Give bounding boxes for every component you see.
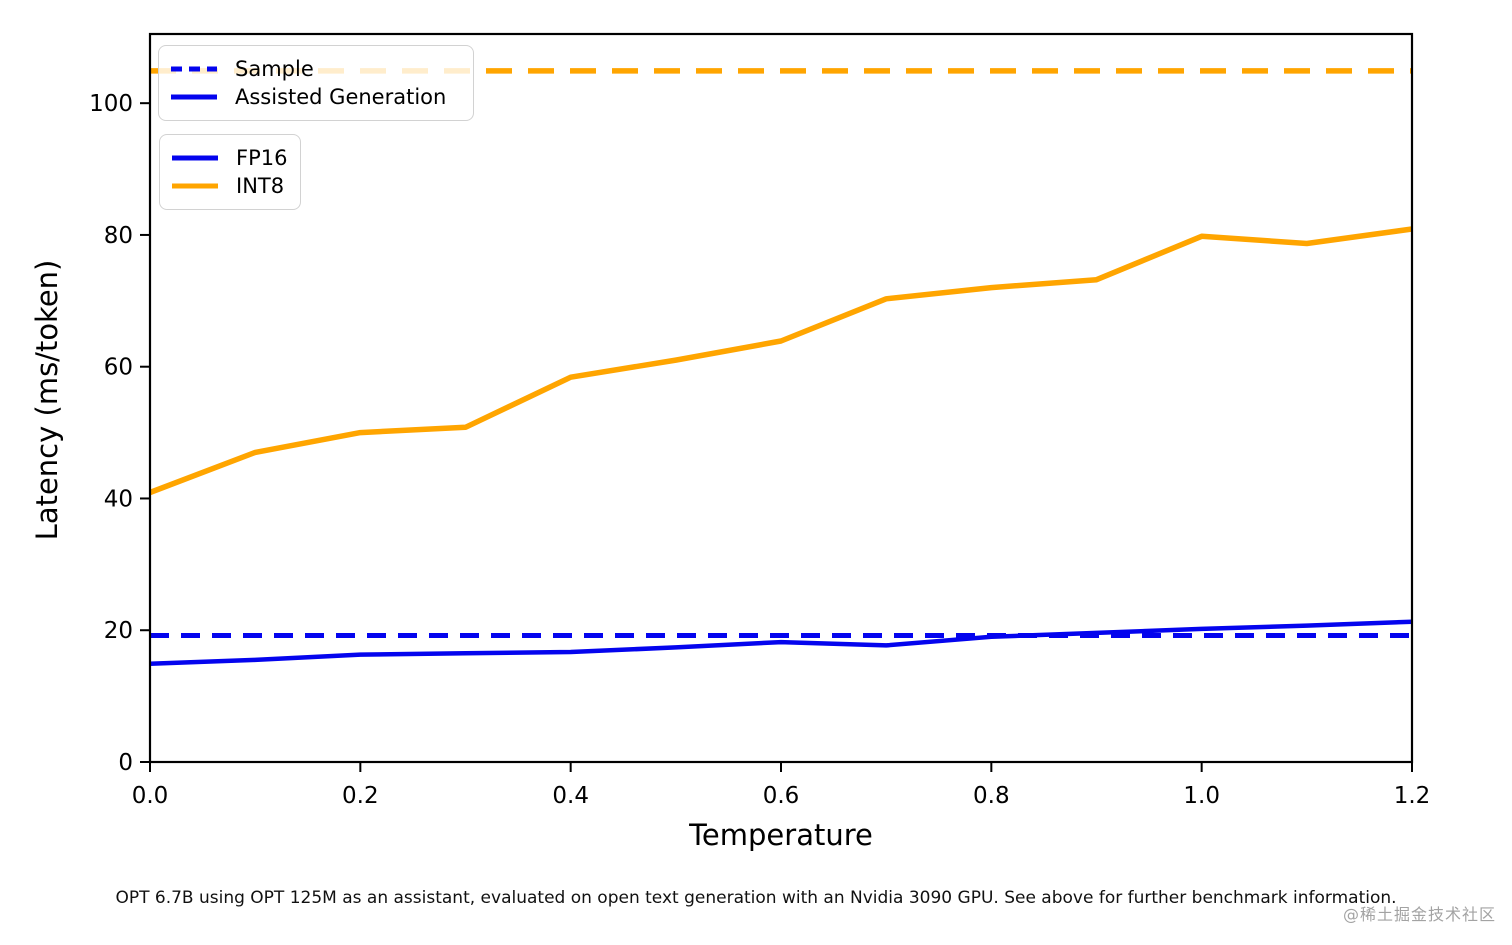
y-tick-label: 100 <box>89 91 133 117</box>
dashed-line-swatch-icon <box>171 66 217 72</box>
legend-label-sample: Sample <box>235 56 314 81</box>
legend-row-int8: INT8 <box>172 172 284 200</box>
y-tick-label: 0 <box>118 750 133 776</box>
x-tick-label: 0.2 <box>342 783 379 809</box>
legend-sample-vs-assisted: Sample Assisted Generation <box>158 45 474 121</box>
series-line-assisted-int8 <box>149 226 1413 496</box>
legend-precision: FP16 INT8 <box>159 134 301 210</box>
legend-label-int8: INT8 <box>236 173 285 198</box>
watermark: @稀土掘金技术社区 <box>1342 905 1496 924</box>
x-axis-label: Temperature <box>688 818 873 852</box>
legend-row-fp16: FP16 <box>172 144 288 172</box>
legend-row-assisted-generation: Assisted Generation <box>171 83 457 111</box>
plot-frame <box>148 32 1414 764</box>
y-axis-label: Latency (ms/token) <box>30 260 64 541</box>
series-line-assisted-fp16 <box>149 619 1413 667</box>
legend-label-fp16: FP16 <box>236 145 288 170</box>
x-tick-label: 0.4 <box>552 783 589 809</box>
legend-row-sample: Sample <box>171 55 457 83</box>
y-tick-label: 20 <box>104 618 133 644</box>
x-tick-label: 0.0 <box>132 783 169 809</box>
solid-line-swatch-icon <box>171 94 217 100</box>
y-tick-label: 40 <box>104 486 133 512</box>
figure-caption: OPT 6.7B using OPT 125M as an assistant,… <box>115 888 1397 908</box>
x-tick-label: 0.8 <box>973 783 1010 809</box>
int8-line-swatch-icon <box>172 183 218 189</box>
y-tick-label: 80 <box>104 223 133 249</box>
y-tick-label: 60 <box>104 355 133 381</box>
x-tick-label: 1.2 <box>1394 783 1431 809</box>
x-tick-label: 0.6 <box>763 783 800 809</box>
fp16-line-swatch-icon <box>172 155 218 161</box>
legend-label-assisted-generation: Assisted Generation <box>235 84 447 109</box>
x-tick-label: 1.0 <box>1183 783 1220 809</box>
